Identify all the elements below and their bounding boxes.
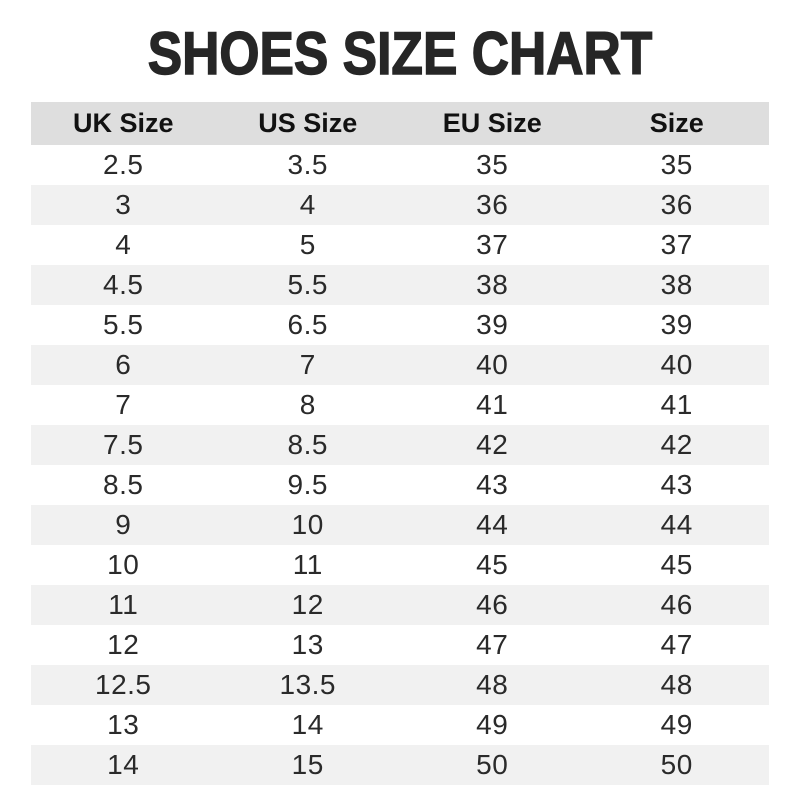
size-cell: 37 [660, 229, 693, 260]
size-cell: 44 [660, 509, 693, 540]
size-cell: 40 [660, 349, 693, 380]
size-cell: 46 [660, 589, 693, 620]
size-cell: 47 [660, 629, 693, 660]
size-cell: 41 [476, 389, 509, 420]
table-header: UK Size US Size EU Size Size [31, 102, 769, 145]
column-header: UK Size [31, 102, 216, 145]
size-cell: 41 [660, 389, 693, 420]
table-row: 10 11 45 45 [31, 545, 769, 585]
column-header: Size [584, 102, 769, 145]
table-header-row: UK Size US Size EU Size Size [31, 102, 769, 145]
table-row: 13 14 49 49 [31, 705, 769, 745]
size-cell: 6 [115, 349, 132, 380]
table-body: 2.5 3.5 35 35 3 4 36 36 4 5 37 37 4.5 5.5 38 38 5.5 6.5 39… [31, 145, 769, 785]
table-row: 4 5 37 37 [31, 225, 769, 265]
size-cell: 50 [476, 749, 509, 780]
size-cell: 43 [476, 469, 509, 500]
size-cell: 35 [476, 149, 509, 180]
size-cell: 14 [291, 709, 324, 740]
size-cell: 45 [660, 549, 693, 580]
table-row: 8.5 9.5 43 43 [31, 465, 769, 505]
size-cell: 12.5 [95, 669, 152, 700]
size-cell: 9 [115, 509, 132, 540]
size-cell: 44 [476, 509, 509, 540]
size-cell: 13 [107, 709, 140, 740]
column-header: EU Size [400, 102, 585, 145]
size-cell: 49 [660, 709, 693, 740]
size-cell: 3.5 [287, 149, 328, 180]
size-cell: 9.5 [287, 469, 328, 500]
table-row: 14 15 50 50 [31, 745, 769, 785]
size-cell: 15 [291, 749, 324, 780]
table-row: 12.5 13.5 48 48 [31, 665, 769, 705]
column-header: US Size [215, 102, 400, 145]
size-cell: 2.5 [103, 149, 144, 180]
size-cell: 4.5 [103, 269, 144, 300]
size-cell: 42 [476, 429, 509, 460]
size-cell: 48 [476, 669, 509, 700]
size-cell: 10 [291, 509, 324, 540]
size-cell: 49 [476, 709, 509, 740]
size-chart-table: UK Size US Size EU Size Size 2.5 3.5 35 35 3 4 36… [31, 102, 769, 785]
size-cell: 11 [108, 589, 139, 620]
size-cell: 11 [292, 549, 323, 580]
page-title: SHOES SIZE CHART [147, 20, 653, 87]
size-cell: 40 [476, 349, 509, 380]
size-cell: 39 [476, 309, 509, 340]
size-cell: 36 [476, 189, 509, 220]
size-cell: 39 [660, 309, 693, 340]
size-cell: 13 [291, 629, 324, 660]
size-cell: 4 [299, 189, 316, 220]
table-row: 3 4 36 36 [31, 185, 769, 225]
size-cell: 7.5 [103, 429, 144, 460]
size-cell: 37 [476, 229, 509, 260]
size-cell: 46 [476, 589, 509, 620]
table-row: 12 13 47 47 [31, 625, 769, 665]
size-cell: 48 [660, 669, 693, 700]
size-cell: 38 [476, 269, 509, 300]
size-cell: 4 [115, 229, 132, 260]
size-cell: 42 [660, 429, 693, 460]
table-row: 6 7 40 40 [31, 345, 769, 385]
table-row: 7.5 8.5 42 42 [31, 425, 769, 465]
size-cell: 12 [291, 589, 324, 620]
size-cell: 3 [115, 189, 132, 220]
size-cell: 8.5 [287, 429, 328, 460]
size-cell: 6.5 [287, 309, 328, 340]
table-row: 4.5 5.5 38 38 [31, 265, 769, 305]
table-row: 7 8 41 41 [31, 385, 769, 425]
size-cell: 5.5 [103, 309, 144, 340]
table-row: 5.5 6.5 39 39 [31, 305, 769, 345]
size-cell: 38 [660, 269, 693, 300]
size-cell: 43 [660, 469, 693, 500]
size-cell: 13.5 [279, 669, 336, 700]
size-cell: 36 [660, 189, 693, 220]
size-cell: 5 [299, 229, 316, 260]
table-row: 2.5 3.5 35 35 [31, 145, 769, 185]
size-cell: 8 [299, 389, 316, 420]
size-cell: 45 [476, 549, 509, 580]
size-cell: 10 [107, 549, 140, 580]
table-row: 9 10 44 44 [31, 505, 769, 545]
table-row: 11 12 46 46 [31, 585, 769, 625]
size-cell: 7 [299, 349, 316, 380]
size-cell: 47 [476, 629, 509, 660]
size-cell: 50 [660, 749, 693, 780]
size-cell: 14 [107, 749, 140, 780]
size-cell: 5.5 [287, 269, 328, 300]
size-cell: 35 [660, 149, 693, 180]
size-cell: 8.5 [103, 469, 144, 500]
size-cell: 12 [107, 629, 140, 660]
size-cell: 7 [115, 389, 132, 420]
